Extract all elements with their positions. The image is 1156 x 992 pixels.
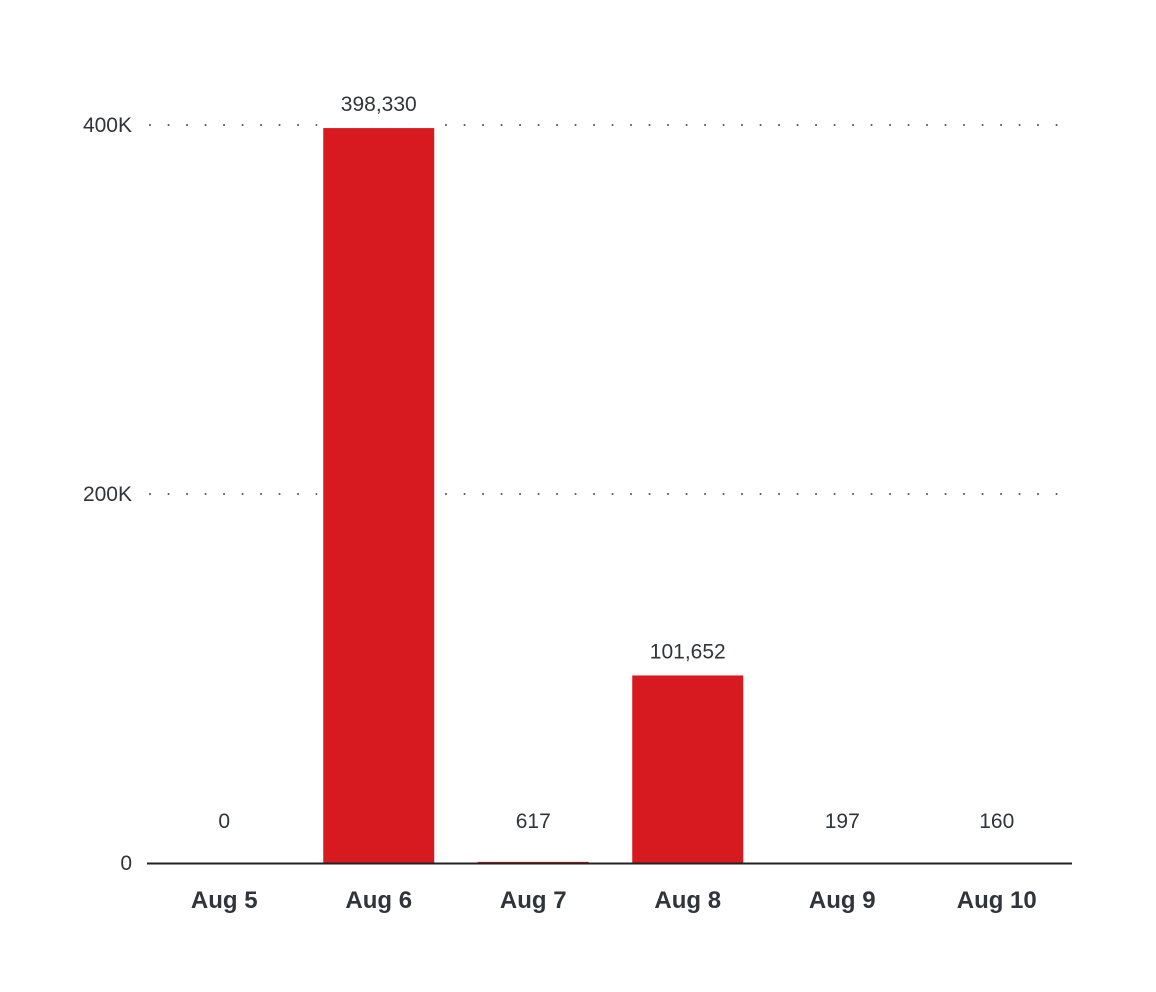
bars [317,124,1059,863]
data-label: 0 [218,810,230,833]
gridlines [149,124,1069,495]
data-label: 617 [516,810,551,833]
data-label: 398,330 [341,93,417,116]
bar [632,675,744,863]
y-tick-label: 400K [83,114,132,137]
bar-gap [780,858,904,863]
x-tick-label: Aug 5 [191,887,258,914]
x-tick-label: Aug 9 [809,887,876,914]
x-tick-label: Aug 10 [957,887,1037,914]
bar [323,128,435,863]
data-label: 160 [979,810,1014,833]
bar-gap [935,858,1059,863]
bar [477,861,589,863]
data-labels: 0 398,330 617 101,652 197 160 [218,93,1014,833]
data-label: 197 [825,810,860,833]
x-tick-label: Aug 8 [654,887,721,914]
x-tick-label: Aug 7 [500,887,567,914]
data-label: 101,652 [650,640,726,663]
x-tick-label: Aug 6 [345,887,412,914]
y-tick-label: 0 [120,852,132,875]
bar-gap [471,857,595,863]
y-axis-ticks: 0 200K 400K [83,114,132,875]
y-tick-label: 200K [83,483,132,506]
x-axis-labels: Aug 5 Aug 6 Aug 7 Aug 8 Aug 9 Aug 10 [191,887,1037,914]
